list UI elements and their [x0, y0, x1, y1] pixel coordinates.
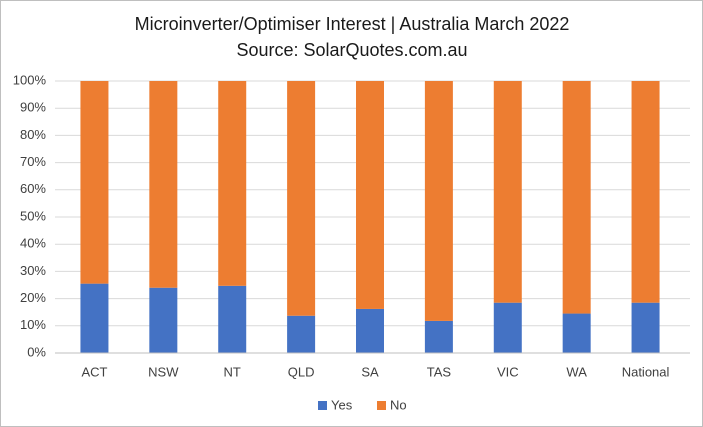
- bar-segment: [424, 320, 453, 353]
- x-tick-label: TAS: [427, 364, 452, 379]
- bar-segment: [218, 285, 247, 353]
- x-tick-label: WA: [566, 364, 587, 379]
- bar-segment: [218, 81, 247, 286]
- bar-segment: [287, 315, 316, 353]
- y-tick-label: 0%: [27, 344, 46, 359]
- bar-segment: [149, 287, 178, 353]
- x-tick-label: SA: [361, 364, 379, 379]
- y-tick-label: 10%: [20, 317, 46, 332]
- bar-segment: [562, 81, 591, 314]
- bar-segment: [80, 283, 109, 353]
- legend-label: Yes: [331, 397, 353, 412]
- bar-segment: [287, 81, 316, 316]
- bar-segment: [493, 302, 522, 353]
- bar-segment: [424, 81, 453, 321]
- y-tick-label: 70%: [20, 154, 46, 169]
- bar-segment: [493, 81, 522, 303]
- bar-segment: [80, 81, 109, 284]
- bar-segment: [631, 302, 660, 353]
- chart-title: Microinverter/Optimiser Interest | Austr…: [135, 14, 570, 34]
- y-tick-label: 20%: [20, 290, 46, 305]
- x-tick-label: QLD: [288, 364, 315, 379]
- x-tick-label: NT: [224, 364, 241, 379]
- legend-label: No: [390, 397, 407, 412]
- y-tick-label: 50%: [20, 208, 46, 223]
- legend-swatch: [318, 401, 327, 410]
- y-tick-label: 60%: [20, 181, 46, 196]
- y-tick-label: 80%: [20, 127, 46, 142]
- bar-segment: [356, 308, 384, 353]
- x-tick-label: National: [622, 364, 670, 379]
- y-tick-label: 30%: [20, 263, 46, 278]
- bar-segment: [562, 313, 591, 353]
- bar-segment: [631, 81, 660, 303]
- legend-swatch: [377, 401, 386, 410]
- x-tick-label: ACT: [81, 364, 107, 379]
- x-tick-label: VIC: [497, 364, 519, 379]
- y-tick-label: 100%: [13, 72, 47, 87]
- bar-segment: [356, 81, 384, 309]
- chart-subtitle: Source: SolarQuotes.com.au: [236, 40, 467, 60]
- x-tick-label: NSW: [148, 364, 179, 379]
- y-tick-label: 90%: [20, 100, 46, 115]
- bar-segment: [149, 81, 178, 288]
- y-tick-label: 40%: [20, 236, 46, 251]
